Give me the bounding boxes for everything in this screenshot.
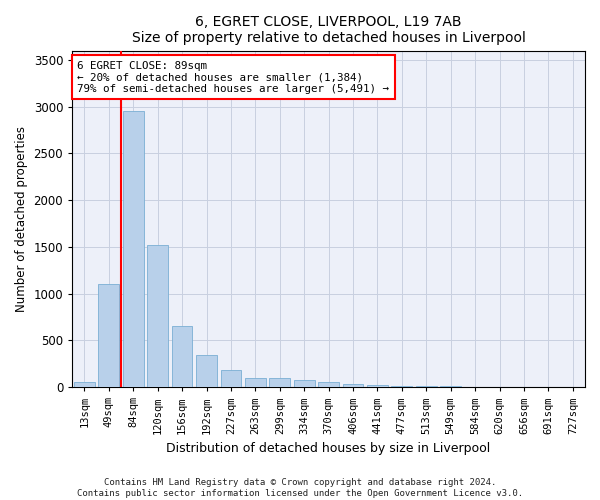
Bar bbox=[245, 378, 266, 387]
X-axis label: Distribution of detached houses by size in Liverpool: Distribution of detached houses by size … bbox=[166, 442, 491, 455]
Text: Contains HM Land Registry data © Crown copyright and database right 2024.
Contai: Contains HM Land Registry data © Crown c… bbox=[77, 478, 523, 498]
Y-axis label: Number of detached properties: Number of detached properties bbox=[15, 126, 28, 312]
Bar bbox=[172, 326, 193, 387]
Bar bbox=[98, 284, 119, 387]
Bar bbox=[123, 112, 143, 387]
Bar bbox=[294, 380, 314, 387]
Bar bbox=[391, 386, 412, 387]
Bar bbox=[221, 370, 241, 387]
Title: 6, EGRET CLOSE, LIVERPOOL, L19 7AB
Size of property relative to detached houses : 6, EGRET CLOSE, LIVERPOOL, L19 7AB Size … bbox=[131, 15, 526, 45]
Bar bbox=[367, 386, 388, 387]
Bar bbox=[416, 386, 437, 387]
Bar bbox=[343, 384, 364, 387]
Bar bbox=[269, 378, 290, 387]
Bar bbox=[74, 382, 95, 387]
Text: 6 EGRET CLOSE: 89sqm
← 20% of detached houses are smaller (1,384)
79% of semi-de: 6 EGRET CLOSE: 89sqm ← 20% of detached h… bbox=[77, 60, 389, 94]
Bar bbox=[196, 356, 217, 387]
Bar bbox=[147, 245, 168, 387]
Bar bbox=[318, 382, 339, 387]
Bar bbox=[440, 386, 461, 387]
